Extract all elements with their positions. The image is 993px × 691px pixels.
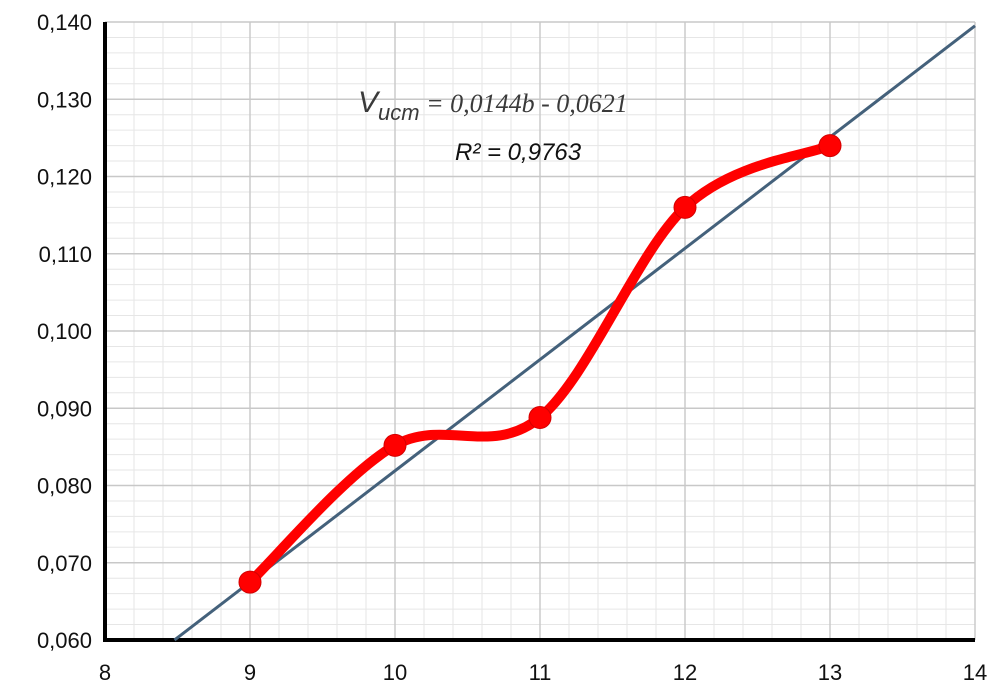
data-point (528, 406, 552, 430)
data-point (238, 570, 262, 594)
axes (103, 22, 975, 642)
y-tick-label: 0,090 (37, 396, 92, 421)
y-tick-label: 0,130 (37, 87, 92, 112)
x-tick-label: 8 (99, 660, 111, 685)
trendline-layer (173, 24, 976, 642)
y-tick-label: 0,060 (37, 628, 92, 653)
y-tick-label: 0,140 (37, 10, 92, 35)
x-tick-label: 9 (244, 660, 256, 685)
linear-trendline (173, 24, 976, 642)
equation-body: = 0,0144b - 0,0621 (420, 89, 628, 118)
trendline-equation: Vисm = 0,0144b - 0,0621 (358, 86, 628, 125)
y-tick-label: 0,070 (37, 551, 92, 576)
grid (104, 21, 976, 641)
series-layer (238, 134, 842, 594)
r-squared-label: R² = 0,9763 (455, 139, 582, 166)
x-tick-label: 14 (963, 660, 987, 685)
y-tick-label: 0,120 (37, 165, 92, 190)
annotations: Vисm = 0,0144b - 0,0621 R² = 0,9763 (358, 86, 628, 166)
y-tick-label: 0,080 (37, 474, 92, 499)
tick-labels: 8 9 10 11 12 13 14 0,060 0,070 0,080 0,090 0,100 0,1… (37, 10, 987, 685)
equation-subscript: исm (378, 100, 420, 125)
y-tick-label: 0,100 (37, 319, 92, 344)
equation-variable: V (358, 86, 381, 119)
data-point (818, 134, 842, 158)
y-tick-label: 0,110 (39, 242, 92, 267)
x-tick-label: 13 (818, 660, 842, 685)
data-point (673, 195, 697, 219)
x-tick-label: 11 (529, 660, 552, 685)
data-point (383, 433, 407, 457)
x-tick-label: 12 (673, 660, 697, 685)
x-tick-label: 10 (383, 660, 407, 685)
